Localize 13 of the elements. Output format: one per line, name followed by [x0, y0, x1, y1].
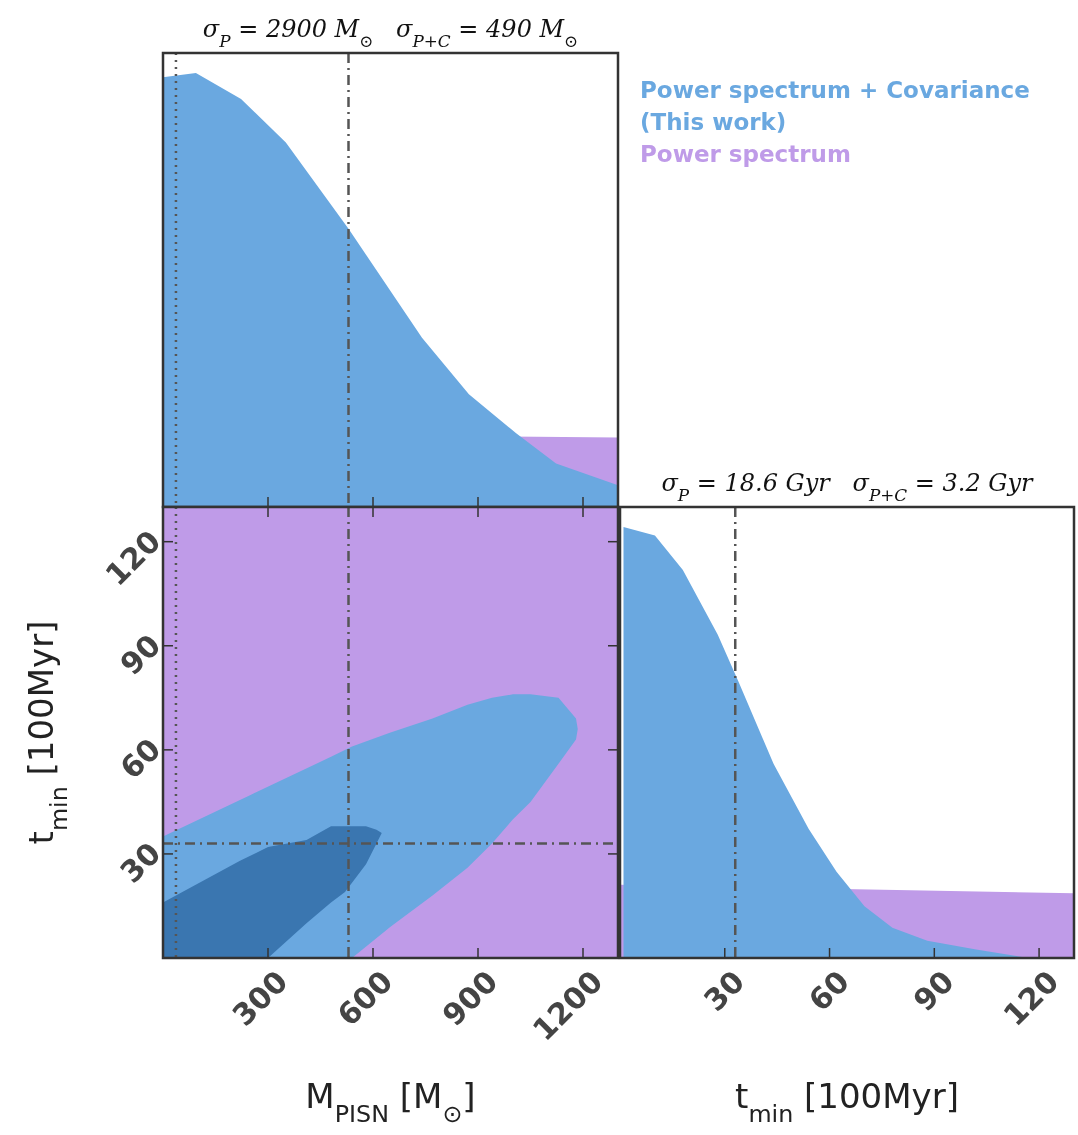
y-tick-label: 60	[113, 731, 168, 786]
x-axis-title: t$_{min}$ [100Myr]	[735, 1076, 959, 1128]
y-tick-label: 90	[113, 627, 168, 682]
y-tick-label: 30	[113, 835, 168, 890]
text: Power spectrum + Covariance (This work)	[640, 77, 1030, 135]
x-tick-label: 600	[330, 963, 400, 1033]
x-tick-label: 60	[801, 963, 856, 1018]
chart-title: σ$_{P}$ = 2900 M$_{⊙}$ σ$_{P+C}$ = 490 M$_{⊙}$	[202, 15, 579, 51]
chart-title: σ$_{P}$ = 18.6 Gyr σ$_{P+C}$ = 3.2 Gyr	[661, 469, 1035, 505]
x-axis-title: M$_{PISN}$ [M$_{⊙}$]	[305, 1076, 476, 1128]
x-tick-label: 30	[696, 963, 752, 1018]
text: Power spectrum	[640, 141, 851, 167]
x-tick-label: 90	[906, 963, 961, 1018]
